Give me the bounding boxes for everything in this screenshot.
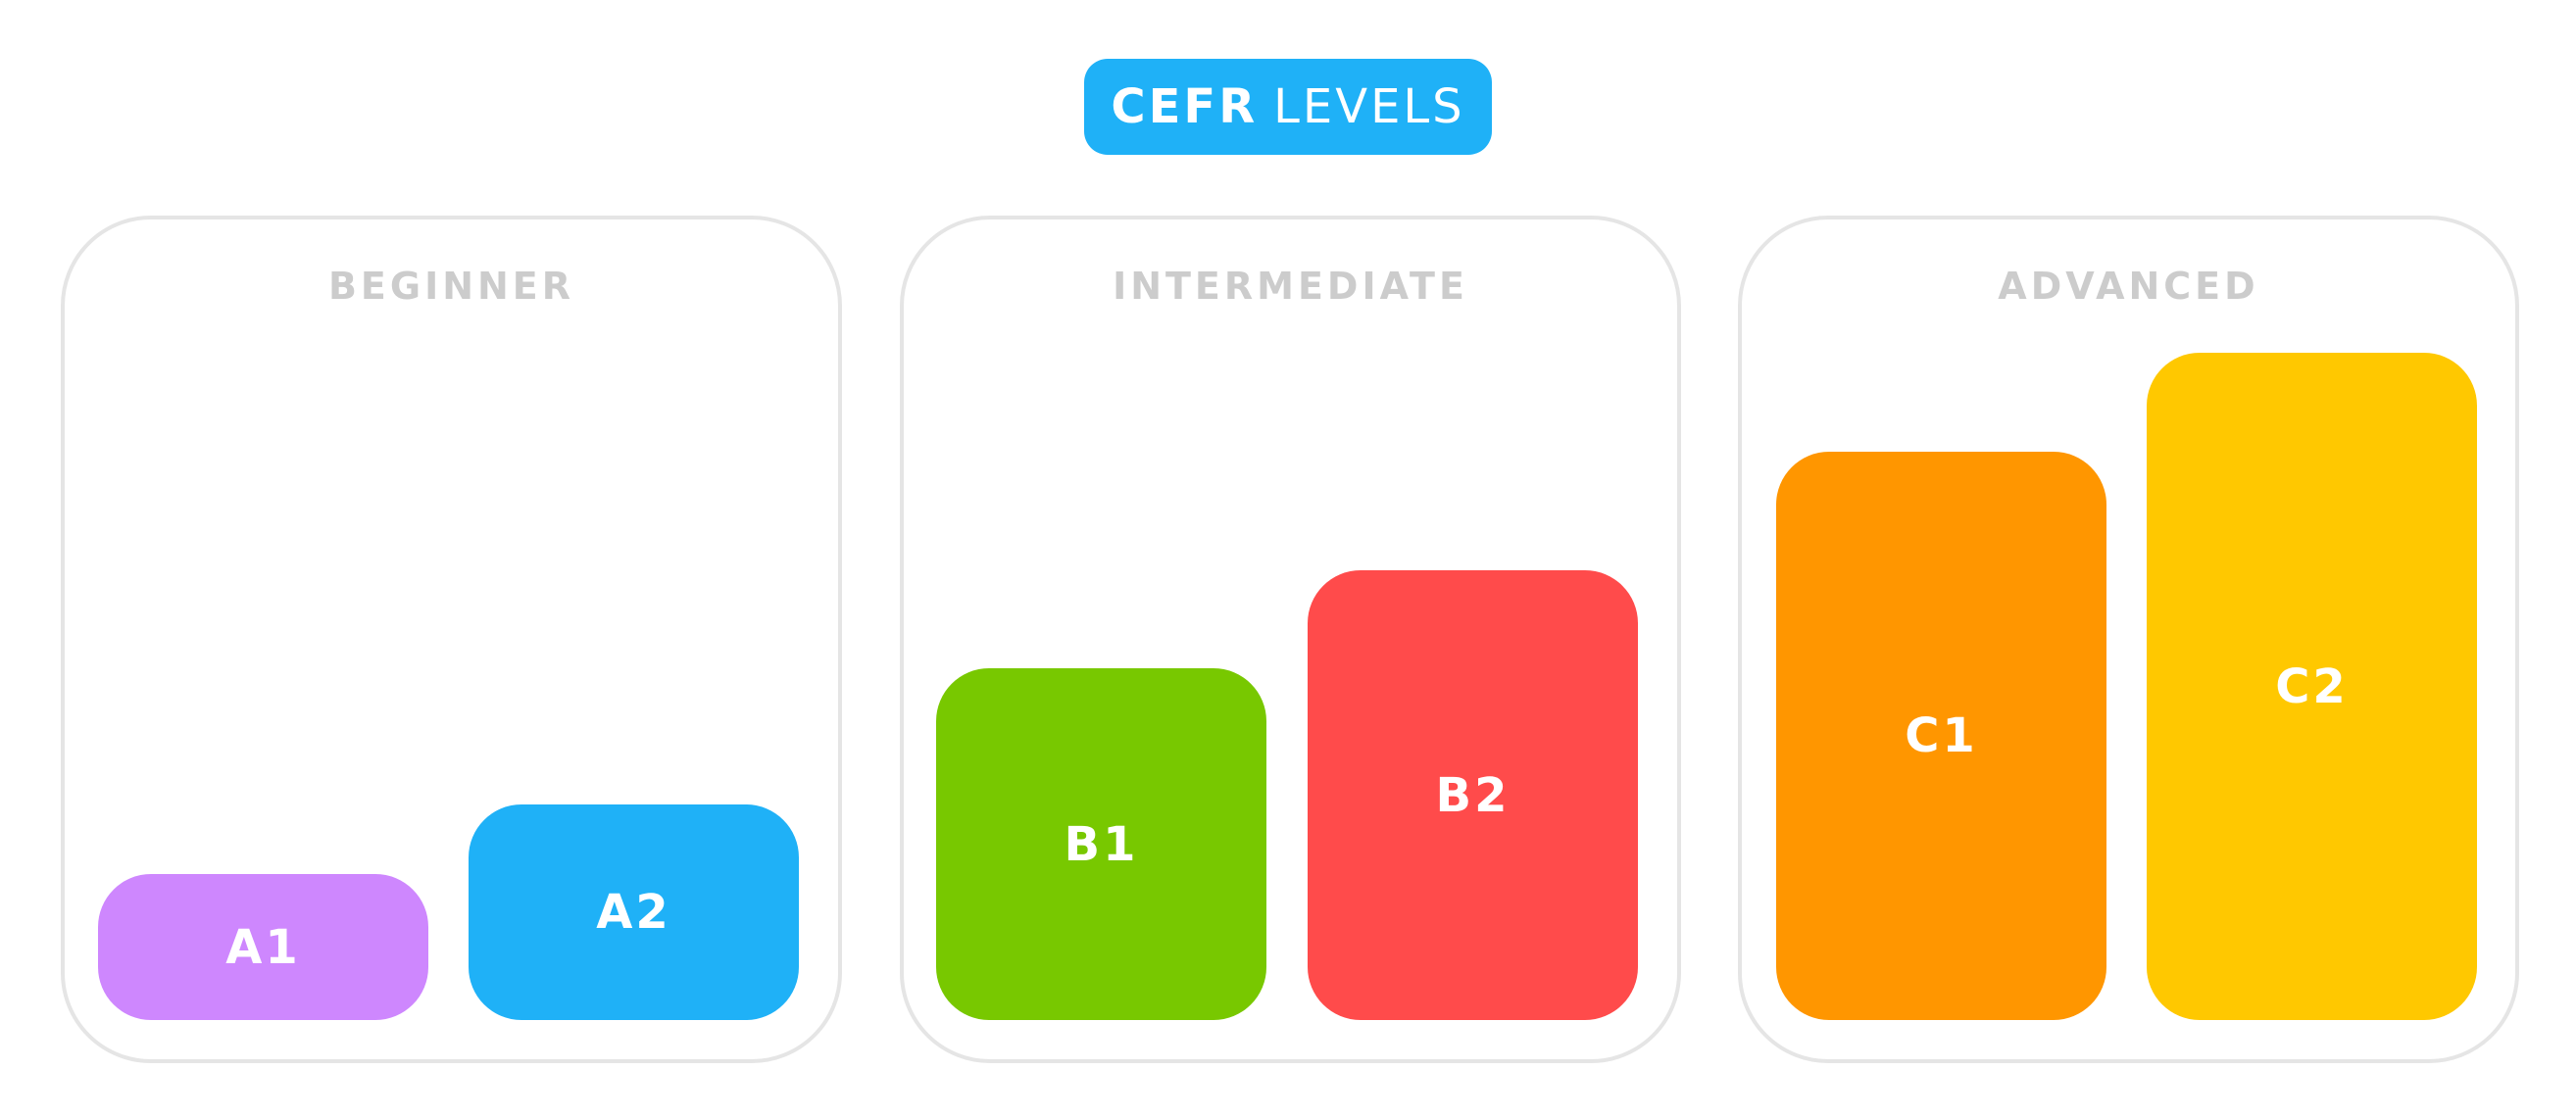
level-bar-b1: B1 [936,668,1266,1020]
panel-intermediate [900,216,1681,1063]
panel-title-advanced: ADVANCED [1998,265,2259,308]
title-bold: CEFR [1111,79,1259,134]
panel-advanced [1738,216,2519,1063]
title-light: LEVELS [1273,79,1465,134]
level-bar-c2: C2 [2147,353,2477,1020]
panel-title-intermediate: INTERMEDIATE [1113,265,1468,308]
level-bar-a2: A2 [469,804,799,1020]
panel-beginner [61,216,842,1063]
level-bar-a1: A1 [98,874,428,1020]
panel-title-beginner: BEGINNER [327,265,575,308]
level-bar-b2: B2 [1308,570,1638,1020]
title-badge: CEFR LEVELS [1084,59,1492,155]
level-bar-c1: C1 [1776,452,2106,1020]
